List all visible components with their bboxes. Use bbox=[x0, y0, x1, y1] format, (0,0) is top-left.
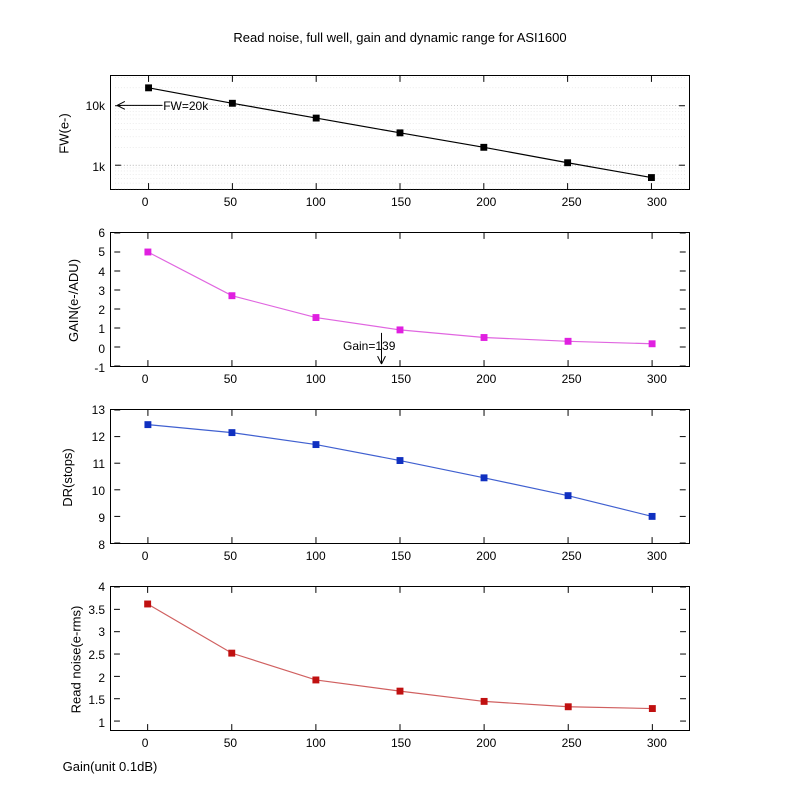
xaxis-label: Gain(unit 0.1dB) bbox=[0, 759, 400, 774]
ylabel-rn: Read noise(e-rms) bbox=[68, 605, 83, 713]
ytick-label: 9 bbox=[98, 511, 105, 525]
ytick-label: 1.5 bbox=[88, 693, 105, 707]
ytick-label: 11 bbox=[93, 457, 105, 471]
xtick-label: 300 bbox=[647, 736, 667, 750]
xtick-label: 100 bbox=[306, 372, 326, 386]
panel-gain: GAIN(e-/ADU)050100150200250300-10123456G… bbox=[110, 232, 690, 367]
xtick-label: 50 bbox=[224, 549, 237, 563]
xtick-label: 100 bbox=[306, 549, 326, 563]
xtick-label: 0 bbox=[142, 736, 149, 750]
xtick-label: 150 bbox=[391, 372, 411, 386]
ytick-label: 4 bbox=[98, 580, 105, 594]
annotation-gain: Gain=139 bbox=[343, 339, 395, 353]
panel-dr: DR(stops)0501001502002503008910111213 bbox=[110, 409, 690, 544]
ytick-label: 10 bbox=[92, 484, 105, 498]
ylabel-gain: GAIN(e-/ADU) bbox=[66, 258, 81, 341]
xtick-label: 200 bbox=[476, 372, 496, 386]
xtick-label: 0 bbox=[142, 195, 149, 209]
ytick-label: 4 bbox=[98, 265, 105, 279]
ylabel-fw: FW(e-) bbox=[57, 113, 72, 153]
xtick-label: 100 bbox=[306, 736, 326, 750]
ytick-label: 3.5 bbox=[88, 603, 105, 617]
xtick-label: 150 bbox=[391, 195, 411, 209]
chart-title: Read noise, full well, gain and dynamic … bbox=[0, 0, 800, 55]
xtick-label: 200 bbox=[476, 549, 496, 563]
ytick-label: 3 bbox=[98, 625, 105, 639]
xtick-label: 150 bbox=[391, 549, 411, 563]
ytick-label: 10k bbox=[86, 99, 105, 113]
xtick-label: 50 bbox=[224, 372, 237, 386]
ylabel-dr: DR(stops) bbox=[60, 448, 75, 507]
xtick-label: 300 bbox=[647, 372, 667, 386]
ytick-label: 3 bbox=[98, 284, 105, 298]
xtick-label: 150 bbox=[391, 736, 411, 750]
ytick-label: 8 bbox=[98, 538, 105, 552]
ytick-label: 1 bbox=[98, 322, 105, 336]
ytick-label: 2 bbox=[98, 671, 105, 685]
xtick-label: 250 bbox=[562, 549, 582, 563]
plot-dr bbox=[111, 410, 689, 543]
xtick-label: 250 bbox=[562, 736, 582, 750]
xtick-label: 300 bbox=[647, 195, 667, 209]
panel-fw: FW(e-)0501001502002503001k10kFW=20k bbox=[110, 75, 690, 190]
ytick-label: -1 bbox=[94, 361, 105, 375]
ytick-label: 5 bbox=[98, 245, 105, 259]
xtick-label: 0 bbox=[142, 549, 149, 563]
xtick-label: 250 bbox=[562, 195, 582, 209]
ytick-label: 6 bbox=[98, 226, 105, 240]
ytick-label: 13 bbox=[92, 403, 105, 417]
ytick-label: 2.5 bbox=[88, 648, 105, 662]
plot-fw bbox=[111, 76, 689, 189]
xtick-label: 50 bbox=[224, 736, 237, 750]
xtick-label: 50 bbox=[224, 195, 237, 209]
ytick-label: 12 bbox=[92, 430, 105, 444]
ytick-label: 1 bbox=[98, 716, 105, 730]
ytick-label: 0 bbox=[98, 342, 105, 356]
plot-gain bbox=[111, 233, 689, 366]
ytick-label: 2 bbox=[98, 303, 105, 317]
xtick-label: 100 bbox=[306, 195, 326, 209]
plot-rn bbox=[111, 587, 689, 730]
xtick-label: 0 bbox=[142, 372, 149, 386]
xtick-label: 200 bbox=[476, 195, 496, 209]
ytick-label: 1k bbox=[92, 160, 105, 174]
panel-rn: Read noise(e-rms)05010015020025030011.52… bbox=[110, 586, 690, 731]
xtick-label: 300 bbox=[647, 549, 667, 563]
xtick-label: 250 bbox=[562, 372, 582, 386]
xtick-label: 200 bbox=[476, 736, 496, 750]
annotation-fw: FW=20k bbox=[163, 99, 208, 113]
